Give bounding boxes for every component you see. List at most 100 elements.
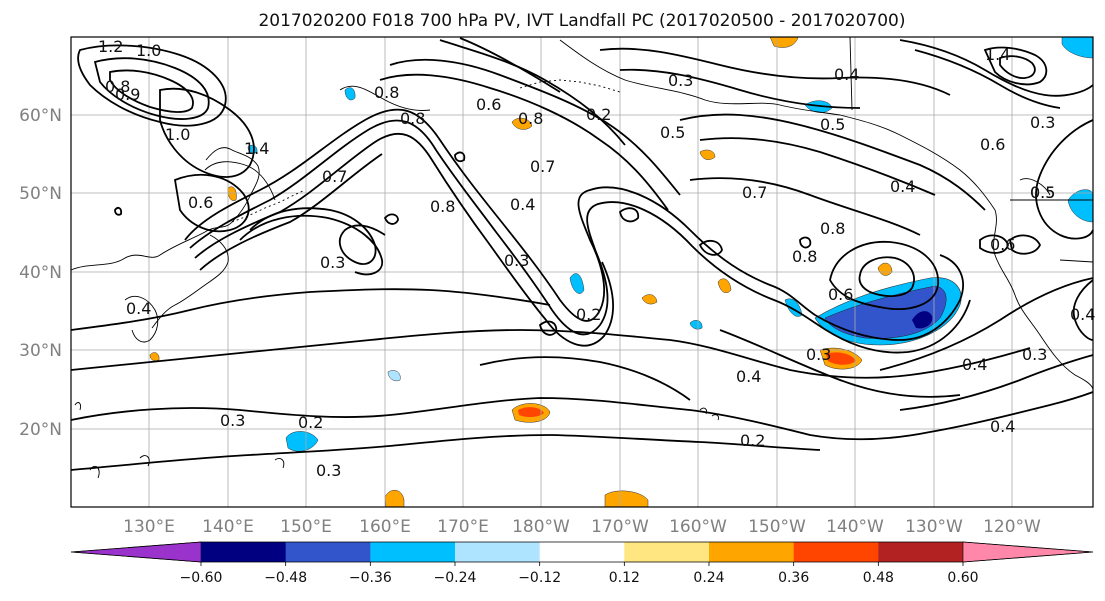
shading-blue-small-10 [689, 320, 703, 330]
contour-label: 0.6 [188, 193, 213, 212]
contour-label: 0.5 [820, 115, 845, 134]
longitude-labels: 130°E 140°E 150°E 160°E 170°E 180°W 170°… [123, 517, 1041, 537]
lon-label-140w: 140°W [826, 517, 884, 537]
lon-label-140e: 140°E [202, 517, 254, 537]
pv-contours [70, 37, 1094, 471]
shading-orange-bottom-1 [604, 490, 649, 508]
colorbar-segment [709, 542, 795, 562]
contour-label: 0.8 [518, 109, 543, 128]
colorbar-segment [201, 542, 287, 562]
contour-label: 1.4 [244, 139, 269, 158]
lon-label-150w: 150°W [748, 517, 806, 537]
shading-blue-mid [569, 273, 585, 294]
contour-label: 0.8 [792, 247, 817, 266]
contour-label: 0.4 [890, 177, 915, 196]
contour-label: 0.3 [220, 411, 245, 430]
contour-label: 0.4 [736, 367, 761, 386]
contour-label: 1.0 [165, 125, 190, 144]
shading-orange-small-12 [149, 352, 160, 362]
contour-label: 0.7 [530, 157, 555, 176]
shading-orange-bottom-2 [384, 490, 405, 508]
latitude-labels: 60°N 50°N 40°N 30°N 20°N [19, 106, 62, 440]
shading-orange-small-2 [717, 278, 732, 293]
contour-label: 1.0 [136, 41, 161, 60]
colorbar-extend-low [70, 541, 202, 563]
contour-label: 0.3 [316, 461, 341, 480]
lat-label-40n: 40°N [19, 263, 62, 283]
contour-label: 0.5 [1030, 183, 1055, 202]
contour-label: 0.6 [990, 235, 1015, 254]
map-panel: 1.2 1.0 0.8 0.9 1.4 1.0 0.6 0.7 0.8 0.8 … [70, 36, 1095, 508]
contour-label: 0.4 [1070, 305, 1095, 324]
lon-label-180w: 180°W [512, 517, 570, 537]
colorbar-tick-label: 0.48 [863, 570, 894, 586]
colorbar-segment [793, 542, 879, 562]
contour-label: 0.6 [828, 285, 853, 304]
lon-label-130e: 130°E [123, 517, 175, 537]
shading-orange-small-3 [641, 294, 658, 305]
contour-label: 0.4 [510, 195, 535, 214]
shading-blue-small-6 [344, 87, 356, 101]
lon-label-120w: 120°W [983, 517, 1041, 537]
contour-label: 0.8 [430, 197, 455, 216]
contour-label: 0.3 [504, 251, 529, 270]
contour-label: 0.8 [400, 109, 425, 128]
contour-labels: 1.2 1.0 0.8 0.9 1.4 1.0 0.6 0.7 0.8 0.8 … [98, 37, 1095, 480]
contour-label: 0.2 [576, 305, 601, 324]
contour-label: 1.4 [985, 45, 1010, 64]
shading-red-sw-trough [826, 352, 856, 365]
lon-label-160w: 160°W [669, 517, 727, 537]
figure-title: 2017020200 F018 700 hPa PV, IVT Landfall… [258, 11, 905, 31]
shading-orange-small-8 [699, 149, 716, 160]
colorbar-tick-label: 0.24 [693, 570, 724, 586]
contour-label: 0.3 [1022, 345, 1047, 364]
shading-navy-core [912, 311, 933, 329]
lon-label-150e: 150°E [280, 517, 332, 537]
colorbar-segment [624, 542, 710, 562]
colorbar-segment [455, 542, 541, 562]
contour-label: 0.4 [990, 417, 1015, 436]
contour-label: 0.2 [740, 431, 765, 450]
colorbar-tick-label: 0.12 [609, 570, 640, 586]
lon-label-170w: 170°W [591, 517, 649, 537]
contour-label: 0.4 [126, 299, 151, 318]
colorbar-tick-label: −0.24 [434, 570, 477, 586]
colorbar-segment [539, 542, 625, 562]
shading-red-central [518, 407, 544, 418]
contour-label: 0.4 [962, 355, 987, 374]
shading-blue-wpac [285, 431, 319, 452]
colorbar-extend-high [962, 541, 1094, 563]
colorbar-segment [370, 542, 456, 562]
colorbar-segments [70, 541, 1094, 563]
gridlines [71, 37, 1093, 507]
lon-label-130w: 130°W [905, 517, 963, 537]
contour-label: 0.8 [374, 83, 399, 102]
colorbar-tick-label: 0.36 [778, 570, 809, 586]
contour-label: 0.3 [806, 345, 831, 364]
shading-lightblue-small-9 [387, 370, 401, 382]
lat-label-50n: 50°N [19, 184, 62, 204]
contour-label: 0.5 [660, 123, 685, 142]
colorbar: −0.60 −0.48 −0.36 −0.24 −0.12 0.12 0.24 0.36 0.4… [70, 541, 1094, 586]
contour-label: 0.6 [476, 95, 501, 114]
colorbar-ticks: −0.60 −0.48 −0.36 −0.24 −0.12 0.12 0.24 0.36 0.4… [180, 562, 979, 586]
colorbar-segment [285, 542, 371, 562]
contour-label: 0.3 [320, 253, 345, 272]
shading-orange-small-1 [511, 117, 533, 130]
contour-label: 1.2 [98, 37, 123, 56]
contour-label: 0.8 [820, 219, 845, 238]
colorbar-tick-label: −0.12 [518, 570, 561, 586]
lat-label-30n: 30°N [19, 341, 62, 361]
contour-label: 0.3 [668, 71, 693, 90]
colorbar-tick-label: −0.36 [349, 570, 392, 586]
contour-label: 0.9 [115, 85, 140, 104]
colorbar-tick-label: −0.48 [264, 570, 307, 586]
contour-label: 0.2 [586, 105, 611, 124]
lon-label-170e: 170°E [437, 517, 489, 537]
lon-label-160e: 160°E [359, 517, 411, 537]
contour-label: 0.6 [980, 135, 1005, 154]
colorbar-tick-label: −0.60 [180, 570, 223, 586]
contour-label: 0.7 [322, 167, 347, 186]
colorbar-segment [878, 542, 964, 562]
